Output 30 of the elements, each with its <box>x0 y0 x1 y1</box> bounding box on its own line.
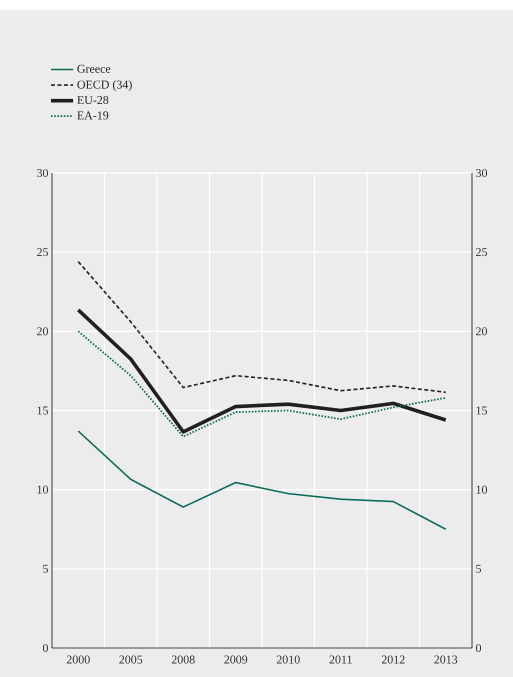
line-series <box>77 330 447 438</box>
legend-label: OECD (34) <box>77 80 132 92</box>
y-tick-label: 5 <box>43 564 48 573</box>
y-tick-label: 30 <box>37 168 48 178</box>
y-tick-label: 0 <box>42 644 48 652</box>
line-series <box>77 430 447 530</box>
y-tick-label: 25 <box>37 248 48 256</box>
x-tick-label: 2010 <box>276 656 300 664</box>
legend-label: Greece <box>77 64 110 73</box>
x-tick-label: 2013 <box>434 656 458 664</box>
line-series <box>77 260 447 394</box>
y2-tick-label: 10 <box>476 486 488 494</box>
x-tick-label: 2005 <box>119 656 142 664</box>
y-tick-label: 15 <box>38 406 48 414</box>
legend-label: EU-28 <box>77 96 108 104</box>
y2-tick-label: 20 <box>476 327 488 336</box>
y2-tick-label: 30 <box>476 168 488 178</box>
y-tick-label: 20 <box>37 327 48 336</box>
y-tick-label: 10 <box>38 486 48 494</box>
x-tick-label: 2000 <box>66 656 90 664</box>
x-tick-label: 2012 <box>382 656 405 664</box>
x-tick-label: 2009 <box>224 656 248 664</box>
y2-tick-label: 5 <box>476 564 482 573</box>
legend-label: EA-19 <box>77 111 108 120</box>
y2-tick-label: 15 <box>476 406 488 414</box>
x-tick-label: 2008 <box>172 656 195 664</box>
x-tick-label: 2011 <box>330 656 352 664</box>
y2-tick-label: 25 <box>476 248 488 256</box>
line-series <box>76 308 448 434</box>
y2-tick-label: 0 <box>476 644 482 652</box>
